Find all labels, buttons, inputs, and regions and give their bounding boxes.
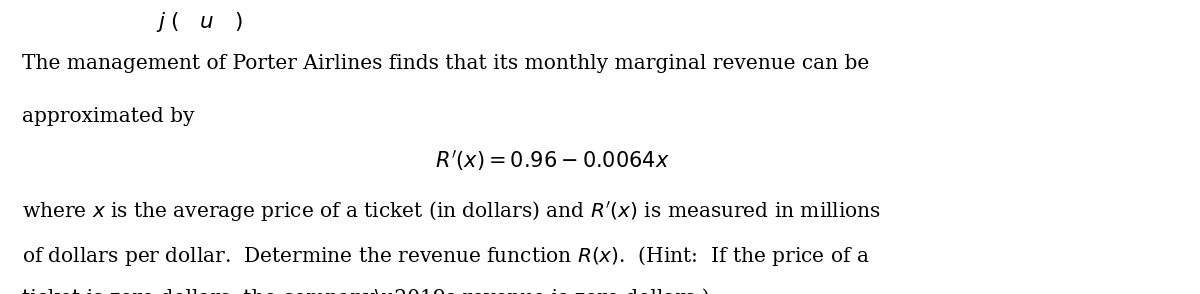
Text: ticket is zero dollars, the company\u2019s revenue is zero dollars.): ticket is zero dollars, the company\u201…: [22, 288, 709, 294]
Text: of dollars per dollar.  Determine the revenue function $R(x)$.  (Hint:  If the p: of dollars per dollar. Determine the rev…: [22, 244, 869, 268]
Text: $j\;(\quad u\quad )$: $j\;(\quad u\quad )$: [156, 10, 242, 34]
Text: $R'(x) = 0.96 - 0.0064x$: $R'(x) = 0.96 - 0.0064x$: [434, 148, 670, 173]
Text: where $x$ is the average price of a ticket (in dollars) and $R'(x)$ is measured : where $x$ is the average price of a tick…: [22, 200, 881, 224]
Text: approximated by: approximated by: [22, 107, 194, 126]
Text: The management of Porter Airlines finds that its monthly marginal revenue can be: The management of Porter Airlines finds …: [22, 54, 869, 74]
